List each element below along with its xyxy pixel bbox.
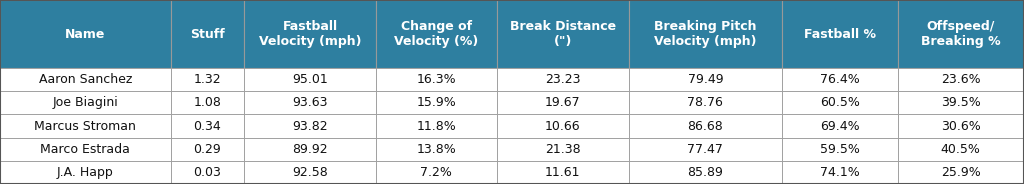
- Text: 78.76: 78.76: [687, 96, 723, 109]
- Text: 13.8%: 13.8%: [417, 143, 457, 156]
- Bar: [898, 0, 1024, 68]
- Bar: [0, 0, 171, 68]
- Text: 85.89: 85.89: [687, 166, 723, 179]
- Bar: [898, 68, 1024, 91]
- Text: Break Distance
("): Break Distance ("): [510, 20, 615, 48]
- Bar: [0, 138, 171, 161]
- Bar: [376, 161, 497, 184]
- Text: 93.82: 93.82: [292, 120, 328, 132]
- Bar: [629, 114, 782, 138]
- Text: Fastball
Velocity (mph): Fastball Velocity (mph): [259, 20, 361, 48]
- Bar: [497, 161, 629, 184]
- Bar: [171, 68, 244, 91]
- Bar: [898, 91, 1024, 114]
- Bar: [0, 68, 171, 91]
- Text: 77.47: 77.47: [687, 143, 723, 156]
- Bar: [0, 114, 171, 138]
- Bar: [497, 138, 629, 161]
- Bar: [171, 0, 244, 68]
- Bar: [244, 68, 376, 91]
- Bar: [244, 138, 376, 161]
- Bar: [782, 68, 898, 91]
- Bar: [244, 161, 376, 184]
- Bar: [171, 114, 244, 138]
- Text: 15.9%: 15.9%: [417, 96, 457, 109]
- Text: 39.5%: 39.5%: [941, 96, 981, 109]
- Bar: [244, 91, 376, 114]
- Bar: [898, 138, 1024, 161]
- Text: Stuff: Stuff: [190, 28, 224, 40]
- Text: 40.5%: 40.5%: [941, 143, 981, 156]
- Text: 19.67: 19.67: [545, 96, 581, 109]
- Bar: [497, 114, 629, 138]
- Bar: [898, 161, 1024, 184]
- Bar: [376, 68, 497, 91]
- Bar: [782, 91, 898, 114]
- Text: 0.34: 0.34: [194, 120, 221, 132]
- Text: 92.58: 92.58: [292, 166, 328, 179]
- Text: 59.5%: 59.5%: [820, 143, 860, 156]
- Text: 10.66: 10.66: [545, 120, 581, 132]
- Bar: [497, 68, 629, 91]
- Bar: [629, 138, 782, 161]
- Bar: [376, 0, 497, 68]
- Bar: [0, 161, 171, 184]
- Text: Offspeed/
Breaking %: Offspeed/ Breaking %: [921, 20, 1000, 48]
- Text: 60.5%: 60.5%: [820, 96, 860, 109]
- Bar: [629, 161, 782, 184]
- Text: 79.49: 79.49: [687, 73, 723, 86]
- Text: 30.6%: 30.6%: [941, 120, 981, 132]
- Bar: [376, 114, 497, 138]
- Text: 21.38: 21.38: [545, 143, 581, 156]
- Text: 69.4%: 69.4%: [820, 120, 859, 132]
- Bar: [0, 91, 171, 114]
- Text: 25.9%: 25.9%: [941, 166, 981, 179]
- Text: 89.92: 89.92: [292, 143, 328, 156]
- Bar: [782, 161, 898, 184]
- Text: 76.4%: 76.4%: [820, 73, 860, 86]
- Text: Marco Estrada: Marco Estrada: [40, 143, 130, 156]
- Text: Change of
Velocity (%): Change of Velocity (%): [394, 20, 478, 48]
- Text: 86.68: 86.68: [687, 120, 723, 132]
- Text: 0.03: 0.03: [194, 166, 221, 179]
- Text: Joe Biagini: Joe Biagini: [52, 96, 118, 109]
- Text: 7.2%: 7.2%: [421, 166, 453, 179]
- Bar: [898, 114, 1024, 138]
- Bar: [497, 0, 629, 68]
- Bar: [244, 0, 376, 68]
- Bar: [376, 138, 497, 161]
- Bar: [171, 138, 244, 161]
- Text: J.A. Happ: J.A. Happ: [57, 166, 114, 179]
- Text: Fastball %: Fastball %: [804, 28, 876, 40]
- Text: 1.08: 1.08: [194, 96, 221, 109]
- Text: 23.23: 23.23: [545, 73, 581, 86]
- Text: 0.29: 0.29: [194, 143, 221, 156]
- Bar: [782, 0, 898, 68]
- Text: Breaking Pitch
Velocity (mph): Breaking Pitch Velocity (mph): [654, 20, 757, 48]
- Text: Aaron Sanchez: Aaron Sanchez: [39, 73, 132, 86]
- Bar: [171, 161, 244, 184]
- Bar: [629, 91, 782, 114]
- Text: 74.1%: 74.1%: [820, 166, 860, 179]
- Text: 93.63: 93.63: [292, 96, 328, 109]
- Text: 1.32: 1.32: [194, 73, 221, 86]
- Text: 23.6%: 23.6%: [941, 73, 981, 86]
- Text: 16.3%: 16.3%: [417, 73, 457, 86]
- Bar: [171, 91, 244, 114]
- Bar: [244, 114, 376, 138]
- Text: Name: Name: [66, 28, 105, 40]
- Bar: [497, 91, 629, 114]
- Text: 11.61: 11.61: [545, 166, 581, 179]
- Bar: [629, 0, 782, 68]
- Text: Marcus Stroman: Marcus Stroman: [35, 120, 136, 132]
- Bar: [782, 138, 898, 161]
- Bar: [782, 114, 898, 138]
- Text: 11.8%: 11.8%: [417, 120, 457, 132]
- Bar: [376, 91, 497, 114]
- Text: 95.01: 95.01: [292, 73, 328, 86]
- Bar: [629, 68, 782, 91]
